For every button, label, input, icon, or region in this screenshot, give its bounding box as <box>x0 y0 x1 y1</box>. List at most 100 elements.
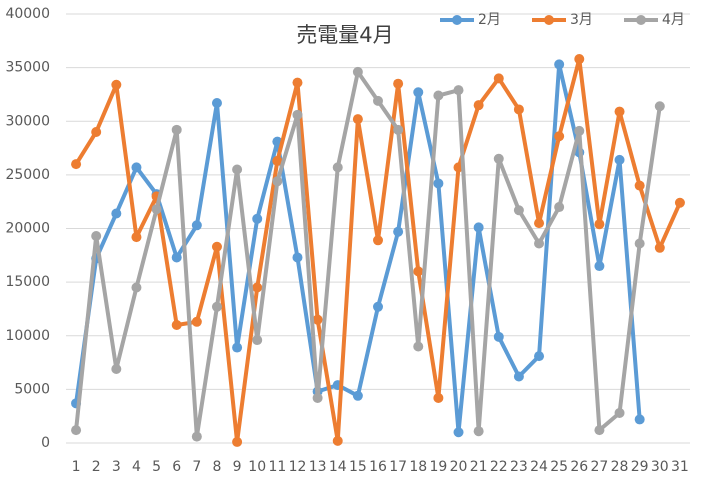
x-tick-label: 28 <box>611 459 629 475</box>
y-tick-label: 25000 <box>5 167 50 183</box>
x-tick-label: 5 <box>152 459 161 475</box>
data-point <box>513 371 524 382</box>
legend-marker <box>636 15 646 25</box>
data-point <box>433 392 444 403</box>
data-point <box>191 316 202 327</box>
legend-marker <box>544 15 554 25</box>
data-point <box>252 335 263 346</box>
x-tick-label: 31 <box>671 459 689 475</box>
data-point <box>373 235 383 246</box>
data-point <box>554 59 565 70</box>
data-point <box>413 87 424 98</box>
data-point <box>191 220 202 231</box>
x-tick-label: 7 <box>192 459 201 475</box>
data-point <box>131 282 142 293</box>
x-tick-label: 17 <box>389 459 407 475</box>
x-tick-label: 3 <box>112 459 121 475</box>
data-point <box>171 124 182 135</box>
x-tick-label: 4 <box>132 459 141 475</box>
y-tick-label: 35000 <box>5 60 50 76</box>
x-tick-label: 18 <box>409 459 427 475</box>
data-point <box>453 85 464 96</box>
data-point <box>312 392 323 403</box>
data-point <box>614 154 625 165</box>
data-point <box>272 176 283 187</box>
data-point <box>654 242 665 253</box>
data-point <box>211 301 222 312</box>
data-point <box>614 407 625 418</box>
data-point <box>634 414 645 425</box>
data-point <box>493 153 504 164</box>
data-point <box>131 162 142 173</box>
legend-label: 4月 <box>662 12 685 28</box>
data-point <box>111 363 122 374</box>
y-tick-label: 10000 <box>5 328 50 344</box>
data-point <box>513 205 524 216</box>
legend-marker <box>452 15 462 25</box>
data-point <box>554 131 565 142</box>
x-tick-label: 22 <box>490 459 508 475</box>
data-point <box>191 431 202 442</box>
data-point <box>151 204 162 215</box>
data-point <box>352 114 363 125</box>
x-tick-label: 25 <box>550 459 568 475</box>
series-line <box>74 69 662 439</box>
legend-label: 2月 <box>478 12 501 28</box>
legend-label: 3月 <box>570 12 593 28</box>
data-point <box>413 266 424 277</box>
data-point <box>292 252 303 263</box>
x-tick-label: 29 <box>631 459 649 475</box>
data-point <box>292 77 303 88</box>
data-point <box>393 124 404 135</box>
x-tick-label: 8 <box>213 459 222 475</box>
y-tick-label: 15000 <box>5 274 50 290</box>
data-point <box>252 213 263 224</box>
x-tick-label: 14 <box>329 459 347 475</box>
y-tick-label: 30000 <box>5 113 50 129</box>
data-point <box>111 79 122 90</box>
data-point <box>534 218 545 229</box>
data-point <box>534 238 545 249</box>
data-point <box>433 178 444 189</box>
data-point <box>594 425 605 436</box>
data-point <box>252 282 263 293</box>
data-point <box>352 390 363 401</box>
y-tick-label: 5000 <box>14 381 50 397</box>
x-tick-label: 9 <box>233 459 242 475</box>
data-point <box>554 202 565 213</box>
data-point <box>574 54 585 65</box>
data-point <box>393 226 404 237</box>
data-point <box>654 101 665 112</box>
data-point <box>513 104 524 115</box>
x-tick-label: 15 <box>349 459 367 475</box>
x-tick-label: 6 <box>172 459 181 475</box>
data-point <box>473 222 484 233</box>
data-point <box>493 73 504 84</box>
data-point <box>373 95 383 106</box>
x-tick-label: 30 <box>651 459 669 475</box>
data-point <box>453 427 464 438</box>
data-point <box>373 301 383 312</box>
data-point <box>534 351 545 362</box>
x-tick-label: 26 <box>570 459 588 475</box>
data-point <box>594 261 605 272</box>
data-point <box>574 125 585 136</box>
data-point <box>71 159 82 170</box>
data-point <box>393 78 404 89</box>
data-point <box>493 331 504 342</box>
x-tick-label: 2 <box>92 459 101 475</box>
data-point <box>614 106 625 117</box>
data-point <box>352 66 363 77</box>
data-point <box>473 100 484 111</box>
data-point <box>211 98 222 109</box>
data-point <box>131 232 142 243</box>
chart-title: 売電量4月 <box>296 23 393 47</box>
data-point <box>433 90 444 101</box>
data-point <box>232 164 243 175</box>
x-tick-label: 24 <box>530 459 548 475</box>
data-point <box>171 320 182 331</box>
data-point <box>71 425 82 436</box>
y-tick-label: 0 <box>41 435 50 451</box>
x-tick-label: 21 <box>470 459 488 475</box>
